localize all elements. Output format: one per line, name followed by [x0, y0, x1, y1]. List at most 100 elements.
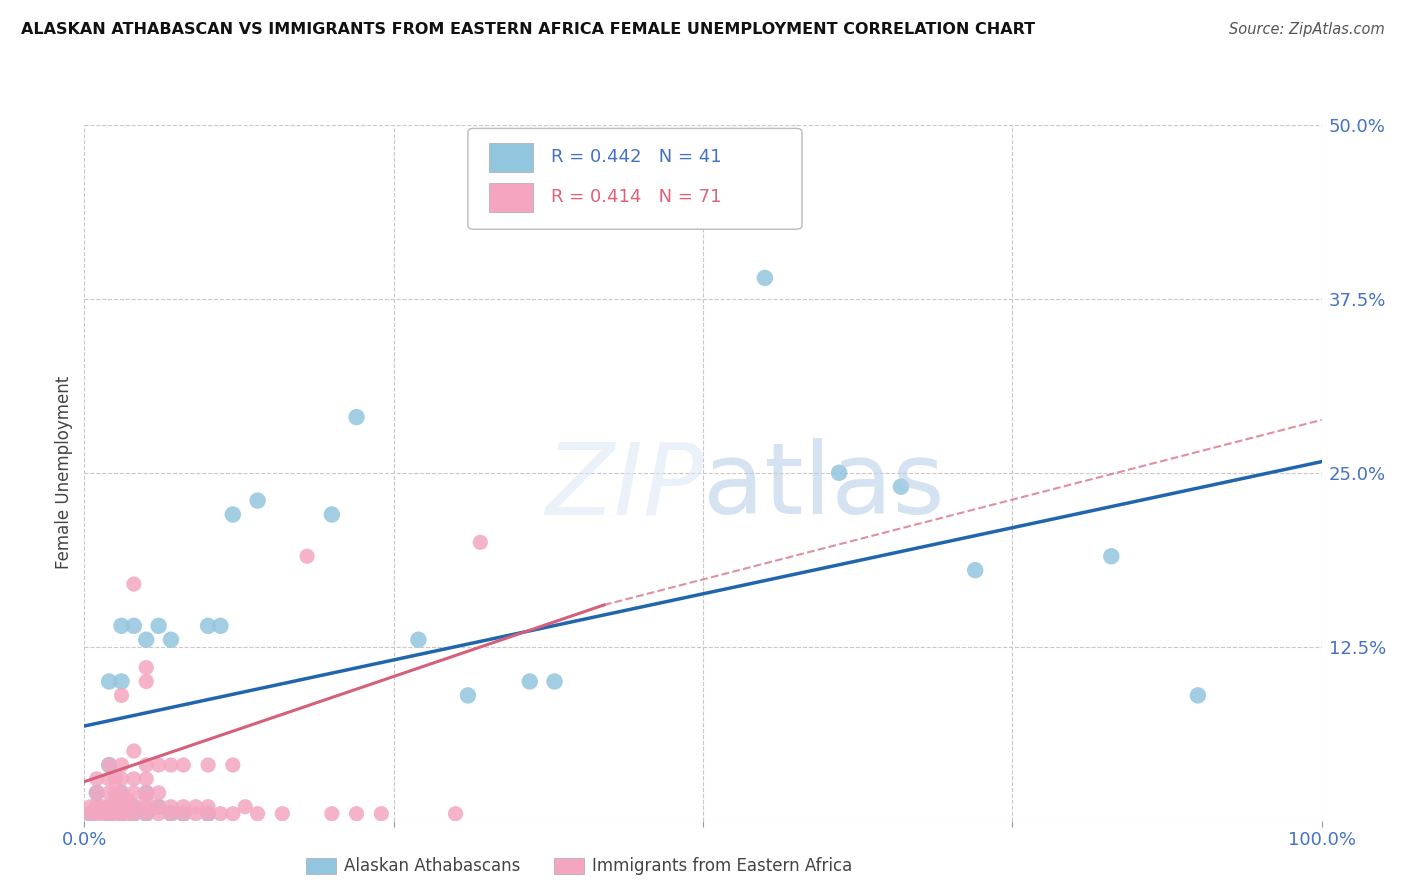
- Point: [86, 786, 108, 800]
- Point: [122, 744, 145, 758]
- Point: [135, 660, 157, 674]
- Point: [110, 689, 132, 703]
- Point: [79, 799, 101, 814]
- Point: [246, 493, 269, 508]
- Point: [1187, 689, 1209, 703]
- Point: [543, 674, 565, 689]
- FancyBboxPatch shape: [468, 128, 801, 229]
- Point: [321, 806, 343, 821]
- Point: [104, 799, 127, 814]
- Point: [135, 806, 157, 821]
- Point: [346, 410, 368, 425]
- Point: [890, 480, 912, 494]
- Point: [717, 202, 740, 216]
- Point: [98, 758, 121, 772]
- Point: [122, 786, 145, 800]
- Point: [271, 806, 294, 821]
- Point: [98, 674, 121, 689]
- Point: [122, 772, 145, 786]
- Point: [98, 806, 121, 821]
- Point: [754, 271, 776, 285]
- Point: [222, 508, 245, 522]
- Point: [110, 786, 132, 800]
- Point: [110, 786, 132, 800]
- Point: [135, 786, 157, 800]
- Point: [135, 793, 157, 807]
- Point: [197, 758, 219, 772]
- Point: [86, 786, 108, 800]
- Point: [470, 535, 492, 549]
- Text: ALASKAN ATHABASCAN VS IMMIGRANTS FROM EASTERN AFRICA FEMALE UNEMPLOYMENT CORRELA: ALASKAN ATHABASCAN VS IMMIGRANTS FROM EA…: [21, 22, 1035, 37]
- Point: [110, 674, 132, 689]
- Point: [86, 799, 108, 814]
- Point: [346, 806, 368, 821]
- Legend: Alaskan Athabascans, Immigrants from Eastern Africa: Alaskan Athabascans, Immigrants from Eas…: [299, 851, 859, 882]
- Point: [98, 799, 121, 814]
- Point: [148, 806, 170, 821]
- Point: [160, 806, 183, 821]
- Point: [408, 632, 430, 647]
- Point: [197, 799, 219, 814]
- Text: atlas: atlas: [703, 438, 945, 535]
- Point: [160, 806, 183, 821]
- Point: [457, 689, 479, 703]
- Point: [104, 793, 127, 807]
- Point: [444, 806, 467, 821]
- Bar: [489, 143, 533, 172]
- Point: [110, 806, 132, 821]
- Point: [246, 806, 269, 821]
- Point: [160, 799, 183, 814]
- Y-axis label: Female Unemployment: Female Unemployment: [55, 376, 73, 569]
- Point: [197, 806, 219, 821]
- Point: [79, 806, 101, 821]
- Point: [172, 806, 194, 821]
- Point: [122, 799, 145, 814]
- Point: [172, 806, 194, 821]
- Point: [98, 758, 121, 772]
- Point: [110, 758, 132, 772]
- Point: [148, 799, 170, 814]
- Point: [122, 619, 145, 633]
- Point: [197, 619, 219, 633]
- Text: R = 0.414   N = 71: R = 0.414 N = 71: [551, 187, 721, 205]
- Point: [321, 508, 343, 522]
- Point: [86, 799, 108, 814]
- Point: [222, 806, 245, 821]
- Point: [110, 799, 132, 814]
- Point: [209, 619, 232, 633]
- Point: [233, 799, 256, 814]
- Point: [98, 799, 121, 814]
- Point: [110, 799, 132, 814]
- Point: [98, 772, 121, 786]
- Point: [172, 799, 194, 814]
- Point: [370, 806, 392, 821]
- Point: [91, 799, 114, 814]
- Point: [79, 806, 101, 821]
- Point: [184, 806, 207, 821]
- Point: [110, 772, 132, 786]
- Point: [104, 806, 127, 821]
- Point: [98, 806, 121, 821]
- Point: [86, 806, 108, 821]
- Point: [110, 619, 132, 633]
- Point: [122, 799, 145, 814]
- Bar: [489, 183, 533, 212]
- Text: R = 0.442   N = 41: R = 0.442 N = 41: [551, 148, 721, 166]
- Point: [110, 806, 132, 821]
- Point: [104, 772, 127, 786]
- Point: [148, 758, 170, 772]
- Point: [160, 758, 183, 772]
- Point: [135, 806, 157, 821]
- Point: [104, 786, 127, 800]
- Point: [86, 772, 108, 786]
- Point: [122, 806, 145, 821]
- Point: [160, 632, 183, 647]
- Text: Source: ZipAtlas.com: Source: ZipAtlas.com: [1229, 22, 1385, 37]
- Point: [117, 799, 139, 814]
- Point: [197, 806, 219, 821]
- Point: [135, 786, 157, 800]
- Point: [148, 619, 170, 633]
- Point: [172, 758, 194, 772]
- Point: [122, 806, 145, 821]
- Point: [148, 786, 170, 800]
